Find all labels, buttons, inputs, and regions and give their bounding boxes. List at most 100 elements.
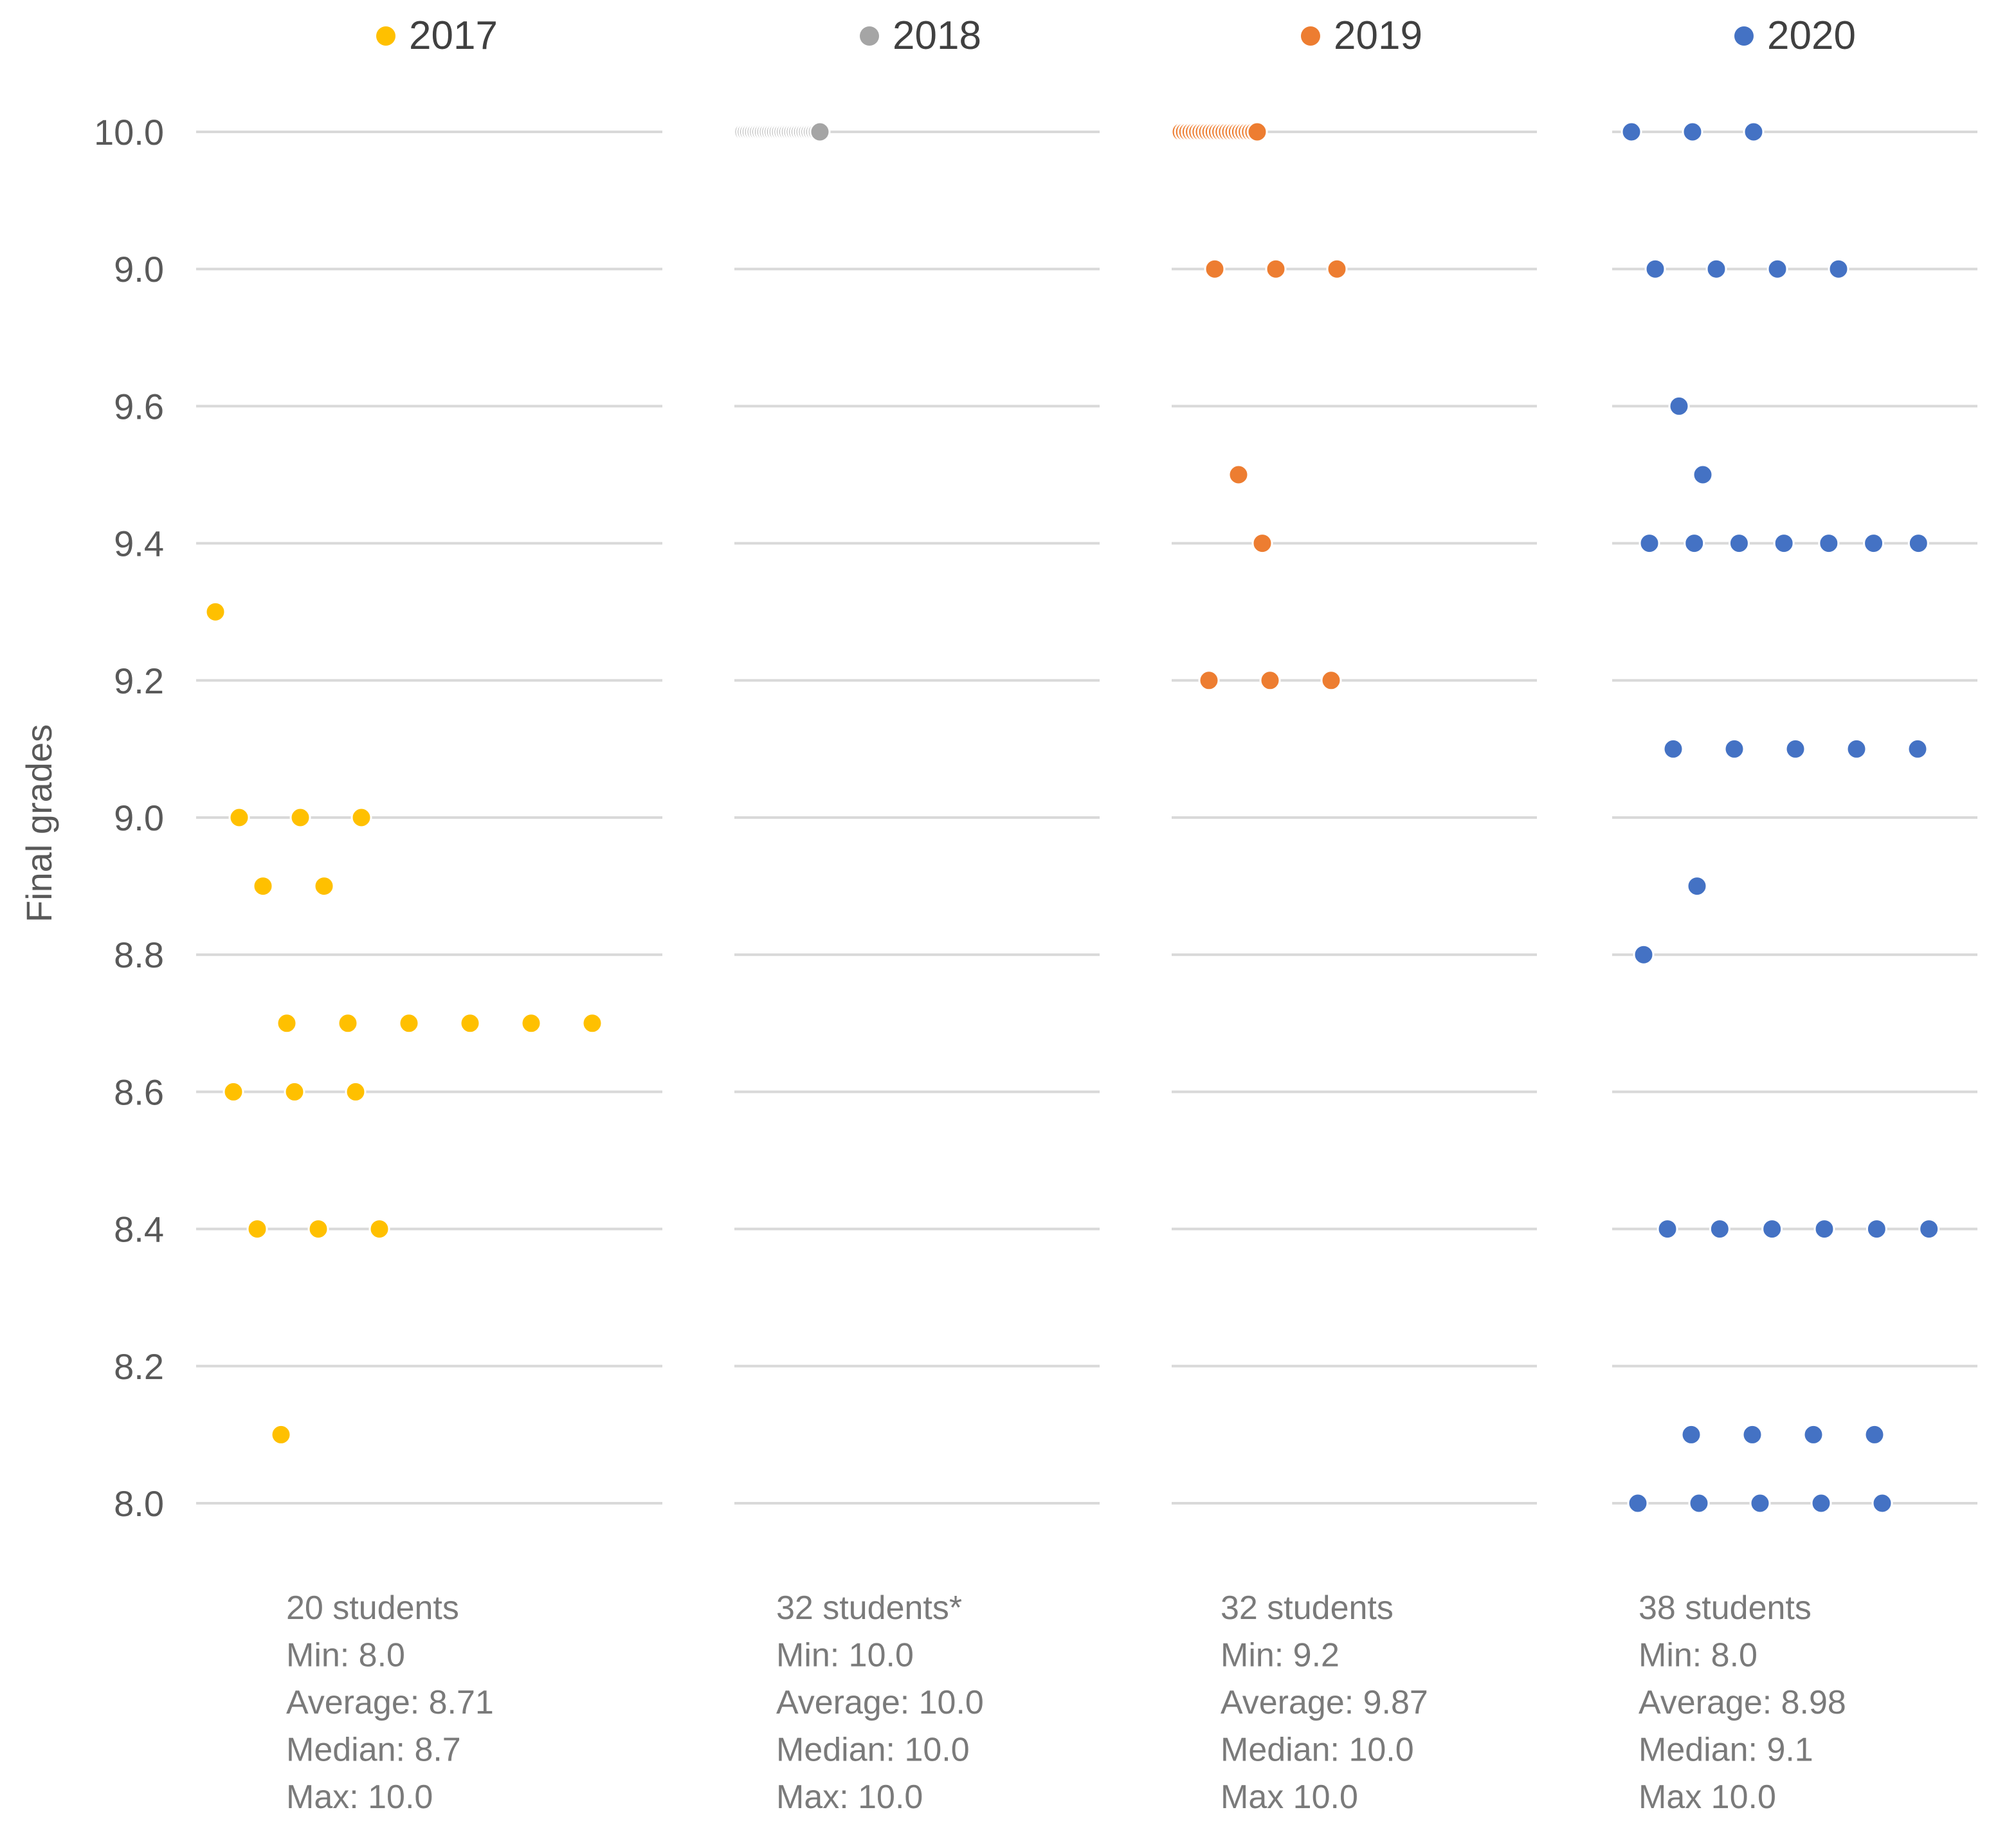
point-2017-grade-8.4 <box>246 1218 268 1240</box>
point-2020-grade-10 <box>1682 121 1703 143</box>
legend-marker-2018 <box>860 26 879 46</box>
y-tick-label: 8.8 <box>114 935 164 975</box>
point-2019-grade-9.8 <box>1265 258 1287 280</box>
point-2020-grade-8 <box>1749 1492 1771 1514</box>
point-2017-grade-8.7 <box>398 1012 420 1034</box>
point-2017-grade-8.7 <box>459 1012 481 1034</box>
point-2020-grade-9.4 <box>1818 533 1840 554</box>
y-tick-label: 8.6 <box>114 1072 164 1112</box>
point-2017-grade-8.6 <box>284 1081 305 1102</box>
point-2020-grade-9.1 <box>1846 738 1867 760</box>
point-2020-grade-9.1 <box>1723 738 1745 760</box>
point-2019-grade-9.2 <box>1320 670 1342 691</box>
point-2017-grade-8.4 <box>368 1218 390 1240</box>
legend-marker-2019 <box>1301 26 1320 46</box>
point-2020-grade-9.4 <box>1684 533 1705 554</box>
legend: 2017 2018 2019 2020 <box>376 14 1856 58</box>
point-2017-grade-8.9 <box>313 875 335 897</box>
point-2020-grade-8.1 <box>1741 1423 1763 1445</box>
stats-line-2018: Average: 10.0 <box>776 1684 984 1721</box>
y-tick-label: 8.4 <box>114 1209 164 1250</box>
y-axis-ticks: 10.0 9.0 9.6 9.4 9.2 9.0 8.8 8.6 8.4 8.2 8.0 <box>94 112 164 1524</box>
point-2020-grade-8.4 <box>1918 1218 1940 1240</box>
y-tick-label: 9.4 <box>114 524 164 564</box>
point-2019-grade-10 <box>1246 121 1268 143</box>
point-2017-grade-8.6 <box>345 1081 367 1102</box>
y-tick-label: 8.0 <box>114 1483 164 1524</box>
stats-line-2018: Median: 10.0 <box>776 1732 970 1769</box>
stats-line-2017: Min: 8.0 <box>286 1637 405 1674</box>
legend-marker-2020 <box>1734 26 1754 46</box>
point-2017-grade-8.9 <box>252 875 274 897</box>
point-2019-grade-9.5 <box>1228 464 1249 486</box>
point-2020-grade-9.4 <box>1728 533 1750 554</box>
data-points <box>204 121 1940 1514</box>
stats-line-2019: Average: 9.87 <box>1221 1684 1428 1721</box>
gridlines <box>196 131 1977 1505</box>
point-2017-grade-8.7 <box>337 1012 359 1034</box>
point-2020-grade-9.8 <box>1705 258 1727 280</box>
point-2017-grade-9 <box>228 807 250 828</box>
stats-line-2017: Max: 10.0 <box>286 1779 433 1816</box>
stats-line-2017: Median: 8.7 <box>286 1732 461 1769</box>
stats-line-2019: Median: 10.0 <box>1221 1732 1414 1769</box>
point-2020-grade-8 <box>1627 1492 1649 1514</box>
point-2020-grade-10 <box>1743 121 1765 143</box>
point-2020-grade-9.4 <box>1863 533 1885 554</box>
point-2020-grade-9.1 <box>1784 738 1806 760</box>
legend-label-2017: 2017 <box>409 14 498 58</box>
point-2020-grade-8.4 <box>1866 1218 1887 1240</box>
legend-label-2019: 2019 <box>1334 14 1422 58</box>
point-2017-grade-9 <box>350 807 372 828</box>
point-2017-grade-8.7 <box>581 1012 603 1034</box>
legend-marker-2017 <box>376 26 395 46</box>
point-2020-grade-9.1 <box>1907 738 1929 760</box>
y-axis-label: Final grades <box>19 724 59 922</box>
point-2020-grade-8 <box>1688 1492 1710 1514</box>
point-2019-grade-9.2 <box>1259 670 1281 691</box>
y-tick-label: 8.2 <box>114 1346 164 1387</box>
stats-line-2018: Max: 10.0 <box>776 1779 923 1816</box>
legend-label-2020: 2020 <box>1767 14 1856 58</box>
point-2020-grade-8.1 <box>1864 1423 1885 1445</box>
point-2020-grade-8.4 <box>1761 1218 1783 1240</box>
stats-line-2020: Max 10.0 <box>1639 1779 1776 1816</box>
point-2020-grade-8.1 <box>1680 1423 1702 1445</box>
point-2020-grade-8.8 <box>1633 944 1655 965</box>
point-2017-grade-9.3 <box>204 601 226 623</box>
stats-line-2020: Average: 8.98 <box>1639 1684 1846 1721</box>
legend-label-2018: 2018 <box>893 14 981 58</box>
point-2019-grade-9.4 <box>1251 533 1273 554</box>
point-2020-grade-10 <box>1621 121 1642 143</box>
point-2020-grade-8.4 <box>1709 1218 1730 1240</box>
point-2017-grade-8.1 <box>270 1423 292 1445</box>
y-tick-label: 9.0 <box>114 798 164 838</box>
stats-line-2020: Min: 8.0 <box>1639 1637 1757 1674</box>
point-2020-grade-8.1 <box>1803 1423 1824 1445</box>
point-2017-grade-8.4 <box>307 1218 329 1240</box>
point-2020-grade-9.8 <box>1828 258 1849 280</box>
y-tick-label: 10.0 <box>94 112 164 152</box>
stats-line-2020: Median: 9.1 <box>1639 1732 1813 1769</box>
point-2020-grade-8.9 <box>1686 875 1708 897</box>
point-2020-grade-9.4 <box>1773 533 1795 554</box>
point-2020-grade-8.4 <box>1813 1218 1835 1240</box>
stats-line-2020: 38 students <box>1639 1589 1812 1627</box>
stats-line-2018: 32 students* <box>776 1589 962 1627</box>
stats-line-2017: Average: 8.71 <box>286 1684 494 1721</box>
point-2017-grade-8.6 <box>222 1081 244 1102</box>
y-tick-label: 9.2 <box>114 661 164 701</box>
stats-line-2019: Min: 9.2 <box>1221 1637 1339 1674</box>
stats-line-2018: Min: 10.0 <box>776 1637 914 1674</box>
stats-line-2019: 32 students <box>1221 1589 1394 1627</box>
point-2020-grade-9.1 <box>1662 738 1684 760</box>
point-2020-grade-8 <box>1810 1492 1832 1514</box>
y-tick-label: 9.0 <box>114 249 164 289</box>
point-2020-grade-9.6 <box>1668 395 1690 417</box>
point-2019-grade-9.2 <box>1198 670 1220 691</box>
point-2020-grade-9.4 <box>1639 533 1660 554</box>
point-2018-grade-10 <box>809 121 831 143</box>
point-2017-grade-8.7 <box>520 1012 542 1034</box>
point-2020-grade-8 <box>1871 1492 1893 1514</box>
